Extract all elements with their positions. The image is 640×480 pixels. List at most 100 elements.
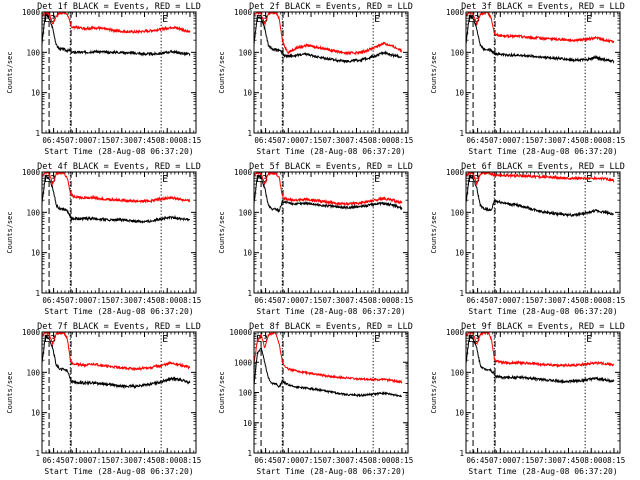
y-tick-label: 1000 [234,358,253,367]
series-events-line [466,334,615,385]
y-tick-label: 10 [243,89,253,98]
x-tick-label: 08:00 [368,296,391,305]
panel-title: Det 5f BLACK = Events, RED = LLD [249,162,413,172]
x-axis-label: Start Time (28-Aug-08 06:37:20) [44,147,193,156]
x-tick-label: 07:15 [512,136,535,145]
x-tick-label: 08:00 [156,136,179,145]
series-lld-line [42,12,191,35]
x-tick-label: 07:15 [300,456,323,465]
y-tick-label: 10 [455,89,465,98]
y-tick-label: 1 [35,449,40,458]
x-tick-label: 07:30 [534,296,557,305]
x-tick-label: 07:00 [489,136,512,145]
x-tick-label: 07:15 [88,456,111,465]
marker-label-e: E [374,334,380,345]
marker-label-e3: E3 [468,174,480,185]
panel-title: Det 7f BLACK = Events, RED = LLD [37,322,201,332]
x-tick-label: 08:00 [368,456,391,465]
x-tick-label: 07:15 [512,456,535,465]
series-lld-line [254,12,403,56]
plot-frame [253,171,409,294]
series-lld-line [254,332,403,384]
x-tick-label: 07:30 [110,296,133,305]
y-axis-label: Counts/sec [218,51,226,93]
x-tick-label: 07:45 [133,296,156,305]
y-axis-label: Counts/sec [6,51,14,93]
panel-title: Det 6f BLACK = Events, RED = LLD [461,162,625,172]
x-tick-label: 06:45 [254,296,277,305]
x-tick-label: 07:30 [110,456,133,465]
series-lld-line [254,172,403,207]
x-tick-label: 08:15 [391,136,414,145]
y-tick-label: 1 [247,449,252,458]
panel-det-8: Det 8f BLACK = Events, RED = LLD Counts/s… [218,322,413,476]
y-tick-label: 10 [31,89,41,98]
y-axis-label: Counts/sec [6,371,14,413]
x-tick-label: 07:45 [133,136,156,145]
x-tick-label: 08:15 [179,456,202,465]
x-tick-label: 07:15 [88,296,111,305]
panel-title: Det 2f BLACK = Events, RED = LLD [249,2,413,12]
y-tick-label: 1 [459,449,464,458]
x-tick-label: 07:45 [345,296,368,305]
y-axis-label: Counts/sec [6,211,14,253]
panel-det-1: Det 1f BLACK = Events, RED = LLD Counts/s… [6,2,201,156]
y-tick-label: 1000 [234,168,253,177]
y-tick-label: 1000 [22,328,41,337]
plot-frame [41,331,197,454]
x-tick-label: 08:15 [179,136,202,145]
panel-det-4: Det 4f BLACK = Events, RED = LLD Counts/s… [6,162,201,316]
marker-label-e: E [162,14,168,25]
y-tick-label: 100 [238,208,252,217]
x-tick-label: 07:15 [88,136,111,145]
y-axis-label: Counts/sec [430,211,438,253]
x-tick-label: 08:15 [391,456,414,465]
x-tick-label: 07:00 [489,456,512,465]
y-tick-label: 100 [26,208,40,217]
series-lld-line [466,172,615,186]
panel-title: Det 1f BLACK = Events, RED = LLD [37,2,201,12]
panel-det-6: Det 6f BLACK = Events, RED = LLD Counts/s… [430,162,625,316]
y-tick-label: 1000 [22,8,41,17]
x-tick-label: 08:00 [368,136,391,145]
x-tick-label: 06:45 [466,136,489,145]
x-tick-label: 07:00 [65,296,88,305]
x-tick-label: 07:00 [277,456,300,465]
series-events-line [466,14,615,64]
x-axis-label: Start Time (28-Aug-08 06:37:20) [256,147,405,156]
series-events-line [254,346,403,398]
x-tick-label: 06:45 [42,136,65,145]
y-tick-label: 100 [26,368,40,377]
x-tick-label: 07:00 [65,136,88,145]
x-tick-label: 08:00 [580,456,603,465]
y-tick-label: 100 [238,389,252,398]
panel-det-3: Det 3f BLACK = Events, RED = LLD Counts/s… [430,2,625,156]
x-tick-label: 07:30 [322,136,345,145]
x-tick-label: 08:15 [603,136,626,145]
x-tick-label: 07:30 [322,456,345,465]
series-lld-line [466,12,615,44]
x-tick-label: 07:15 [300,136,323,145]
plot-frame [253,11,409,134]
x-tick-label: 08:15 [603,456,626,465]
x-tick-label: 08:15 [391,296,414,305]
series-events-line [254,16,403,64]
series-events-line [42,174,191,224]
x-tick-label: 07:45 [557,456,580,465]
marker-label-e3: E3 [468,334,480,345]
y-tick-label: 10 [455,249,465,258]
marker-label-e: E [374,174,380,185]
y-axis-label: Counts/sec [430,371,438,413]
x-tick-label: 06:45 [254,136,277,145]
panel-title: Det 4f BLACK = Events, RED = LLD [37,162,201,172]
x-tick-label: 07:00 [65,456,88,465]
series-events-line [42,334,191,390]
x-tick-label: 07:45 [345,136,368,145]
y-tick-label: 1 [247,129,252,138]
x-axis-label: Start Time (28-Aug-08 06:37:20) [468,307,617,316]
x-tick-label: 08:15 [603,296,626,305]
y-tick-label: 10000 [229,328,252,337]
y-tick-label: 10 [243,249,253,258]
